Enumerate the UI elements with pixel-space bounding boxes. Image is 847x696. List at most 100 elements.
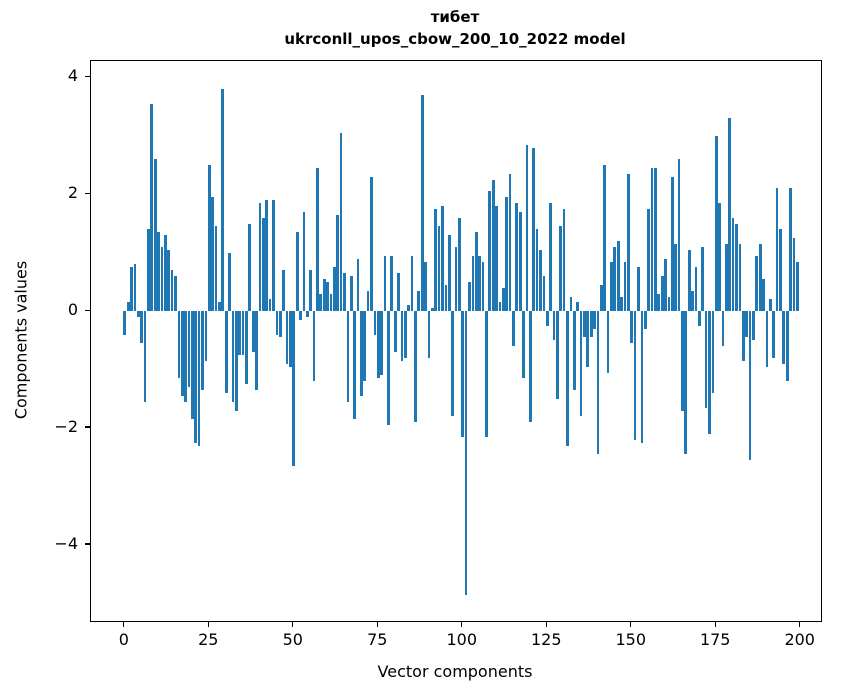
bar <box>637 267 640 312</box>
bar <box>451 311 454 417</box>
bar <box>160 246 164 312</box>
bar <box>305 311 309 318</box>
bar <box>603 165 607 312</box>
plot-area <box>90 60 822 622</box>
bar <box>697 311 701 326</box>
bar <box>211 197 215 312</box>
bar <box>552 311 556 341</box>
bar <box>434 208 438 312</box>
bar <box>474 232 478 312</box>
bar <box>430 308 434 312</box>
bar <box>258 203 262 312</box>
bar <box>238 311 242 356</box>
bar <box>491 179 495 312</box>
x-tick-label: 0 <box>118 630 129 649</box>
y-tick-label: 0 <box>67 300 78 320</box>
bar <box>650 167 654 312</box>
bar <box>387 311 390 426</box>
bar <box>562 208 566 312</box>
bar <box>721 311 725 347</box>
bar <box>420 94 424 312</box>
bar <box>282 270 285 312</box>
bar <box>478 255 481 312</box>
bar <box>414 311 417 423</box>
bar <box>762 279 765 312</box>
bar <box>687 249 691 312</box>
bar <box>633 311 637 440</box>
bar <box>501 287 505 312</box>
bar <box>136 311 140 318</box>
bar <box>522 311 525 379</box>
bar <box>153 159 157 312</box>
x-tick-label: 75 <box>367 630 388 649</box>
x-tick-mark <box>461 621 463 627</box>
bar <box>285 311 289 364</box>
bar <box>363 311 367 382</box>
bar <box>765 311 769 367</box>
bar <box>718 203 721 312</box>
bar <box>758 243 762 312</box>
bar <box>768 299 772 312</box>
bar <box>339 132 343 312</box>
bar <box>539 249 542 312</box>
bar <box>454 246 458 312</box>
bar <box>143 311 147 402</box>
x-tick-mark <box>630 621 632 627</box>
bar <box>576 302 580 312</box>
bar <box>728 118 732 312</box>
y-tick-mark <box>85 426 90 428</box>
bar <box>525 144 529 312</box>
bar <box>660 276 664 312</box>
bar <box>123 311 127 335</box>
bar <box>167 249 171 312</box>
y-axis-label: Components values <box>11 260 31 420</box>
bar <box>708 311 711 434</box>
bar <box>674 243 678 312</box>
bar <box>265 200 269 312</box>
bar <box>549 203 552 312</box>
bar <box>184 311 187 402</box>
bar <box>207 165 211 312</box>
bar <box>498 302 502 312</box>
bar <box>464 311 468 595</box>
bar <box>485 311 488 437</box>
bar <box>194 311 198 443</box>
bar <box>278 311 282 338</box>
bar <box>272 200 275 312</box>
bar <box>593 311 596 329</box>
bar <box>495 205 498 312</box>
bar <box>711 311 715 394</box>
bar <box>248 223 252 312</box>
bar <box>748 311 752 461</box>
bar <box>741 311 745 361</box>
bar <box>714 135 718 312</box>
x-tick-mark <box>123 621 125 627</box>
bar <box>356 258 360 312</box>
bar <box>569 296 573 312</box>
bar <box>623 261 627 312</box>
bar <box>589 311 593 338</box>
bar <box>336 214 340 312</box>
bar <box>197 311 201 446</box>
bar <box>214 226 218 312</box>
bar <box>191 311 194 420</box>
x-tick-mark <box>545 621 547 627</box>
bar <box>752 311 755 341</box>
bar <box>289 311 292 367</box>
bar <box>586 311 590 367</box>
bar <box>251 311 255 353</box>
bar <box>785 311 789 382</box>
bar <box>234 311 238 411</box>
bar <box>643 311 647 329</box>
bar <box>295 232 299 312</box>
bar <box>606 311 610 373</box>
bar <box>343 273 346 312</box>
bar <box>664 258 667 312</box>
bar <box>488 191 492 312</box>
bar <box>255 311 258 391</box>
bar <box>441 205 444 312</box>
bar <box>735 223 738 312</box>
bar <box>299 311 302 320</box>
bar <box>535 229 539 312</box>
bar <box>319 293 323 312</box>
